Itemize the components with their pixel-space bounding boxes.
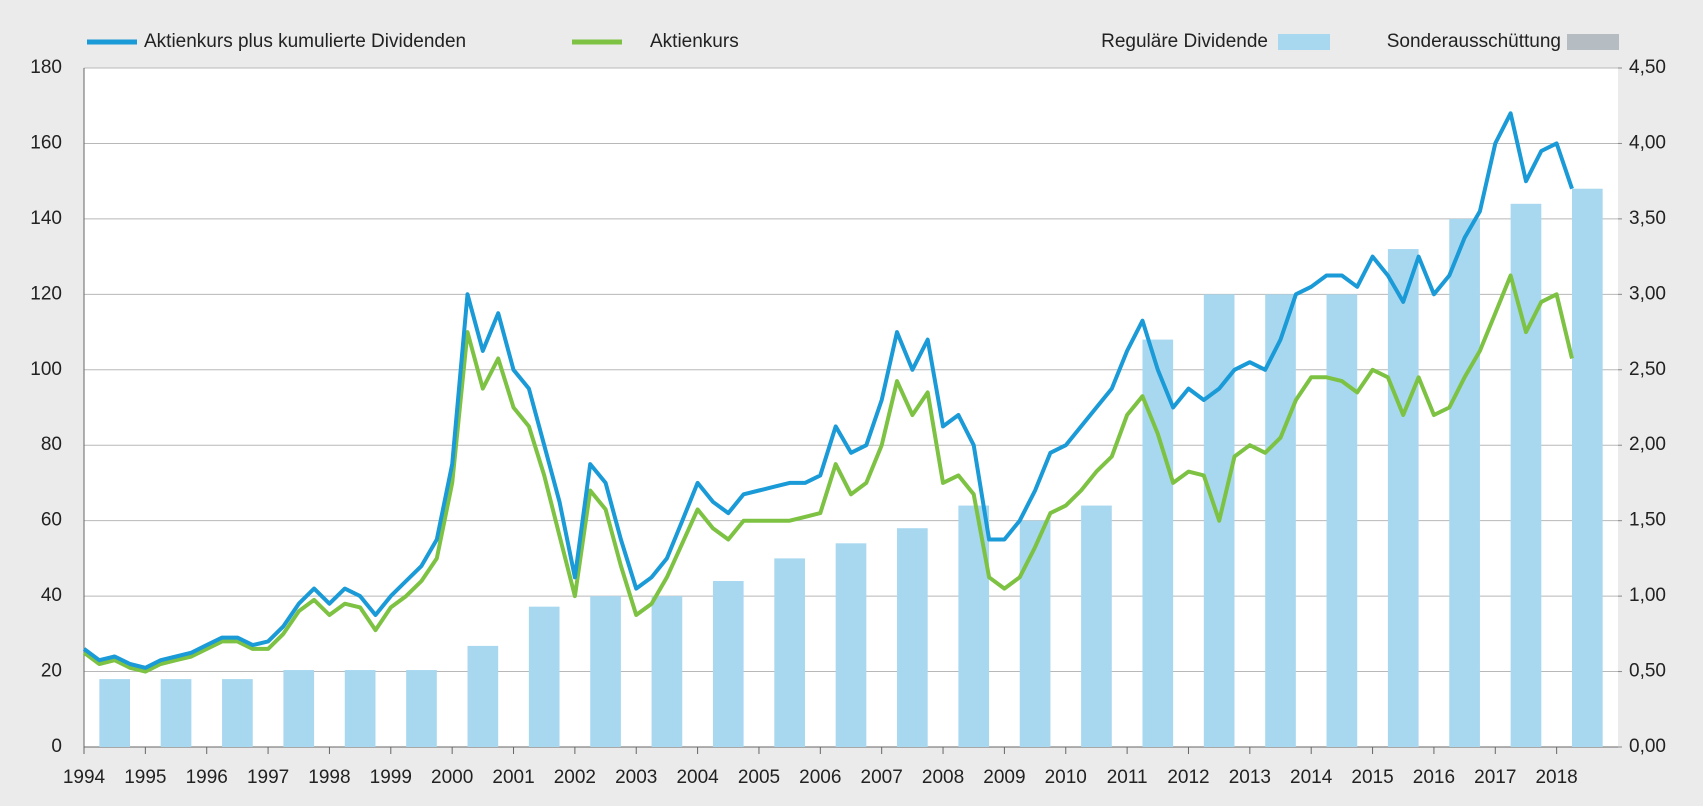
bar (1326, 294, 1358, 747)
bar (651, 596, 683, 747)
y2-tick-label: 2,50 (1629, 359, 1666, 380)
x-tick-label: 2008 (922, 767, 964, 788)
bar (774, 558, 805, 747)
bar (222, 679, 253, 747)
bar (1449, 218, 1480, 747)
legend-swatch (1567, 34, 1619, 50)
y-tick-label: 40 (41, 585, 62, 606)
y-tick-label: 100 (30, 359, 62, 380)
bar (1571, 188, 1603, 747)
y2-tick-label: 4,00 (1629, 132, 1666, 153)
legend-label: Reguläre Dividende (1101, 31, 1268, 52)
x-tick-label: 1997 (247, 767, 289, 788)
x-tick-label: 2018 (1535, 767, 1577, 788)
bar (406, 670, 437, 747)
y-tick-label: 140 (30, 208, 62, 229)
y-tick-label: 160 (30, 132, 62, 153)
line-series (82, 273, 1574, 674)
y2-tick-label: 4,50 (1629, 57, 1666, 78)
line-series (82, 111, 1574, 670)
legend-label: Sonderausschüttung (1387, 31, 1561, 52)
x-tick-label: 2016 (1413, 767, 1455, 788)
x-tick-label: 2010 (1045, 767, 1087, 788)
y2-tick-label: 3,00 (1629, 283, 1666, 304)
y2-tick-label: 2,00 (1629, 434, 1666, 455)
bar (1081, 505, 1112, 747)
bar (528, 606, 560, 747)
y2-tick-label: 3,50 (1629, 208, 1666, 229)
legend-swatch (1278, 34, 1330, 50)
x-tick-label: 2011 (1107, 767, 1148, 788)
y2-tick-label: 0,50 (1629, 661, 1666, 682)
x-tick-label: 2004 (676, 767, 719, 788)
y-tick-label: 120 (30, 283, 62, 304)
x-tick-label: 1999 (370, 767, 412, 788)
bar (712, 581, 744, 747)
x-tick-label: 2015 (1351, 767, 1393, 788)
x-tick-label: 2006 (799, 767, 841, 788)
x-tick-label: 2007 (861, 767, 903, 788)
x-tick-label: 2009 (983, 767, 1025, 788)
x-tick-label: 2002 (554, 767, 596, 788)
y2-tick-label: 1,00 (1629, 585, 1666, 606)
bar (99, 679, 131, 747)
x-tick-label: 2005 (738, 767, 780, 788)
x-tick-label: 2014 (1290, 767, 1333, 788)
x-tick-label: 2001 (492, 767, 534, 788)
x-tick-label: 1998 (308, 767, 350, 788)
y-tick-label: 180 (30, 57, 62, 78)
bar (283, 670, 315, 747)
bar (1387, 249, 1419, 748)
y-tick-label: 60 (41, 510, 62, 531)
legend-label: Aktienkurs (650, 31, 739, 52)
bar (590, 596, 621, 747)
bar (344, 670, 376, 747)
x-tick-label: 2003 (615, 767, 657, 788)
x-tick-label: 2012 (1167, 767, 1209, 788)
bar (897, 528, 928, 747)
bar (467, 645, 499, 747)
y-tick-label: 20 (41, 661, 62, 682)
x-tick-label: 1994 (63, 767, 106, 788)
legend-label: Aktienkurs plus kumulierte Dividenden (144, 31, 466, 52)
y-tick-label: 80 (41, 434, 62, 455)
y2-tick-label: 0,00 (1629, 736, 1666, 757)
bar (160, 679, 192, 747)
bar (1019, 520, 1051, 747)
y2-tick-label: 1,50 (1629, 510, 1666, 531)
x-tick-label: 2013 (1229, 767, 1271, 788)
x-tick-label: 2017 (1474, 767, 1516, 788)
x-tick-label: 1996 (186, 767, 228, 788)
bar (1265, 294, 1296, 747)
bar (835, 543, 867, 747)
x-tick-label: 2000 (431, 767, 473, 788)
x-tick-label: 1995 (124, 767, 166, 788)
y-tick-label: 0 (51, 736, 62, 757)
